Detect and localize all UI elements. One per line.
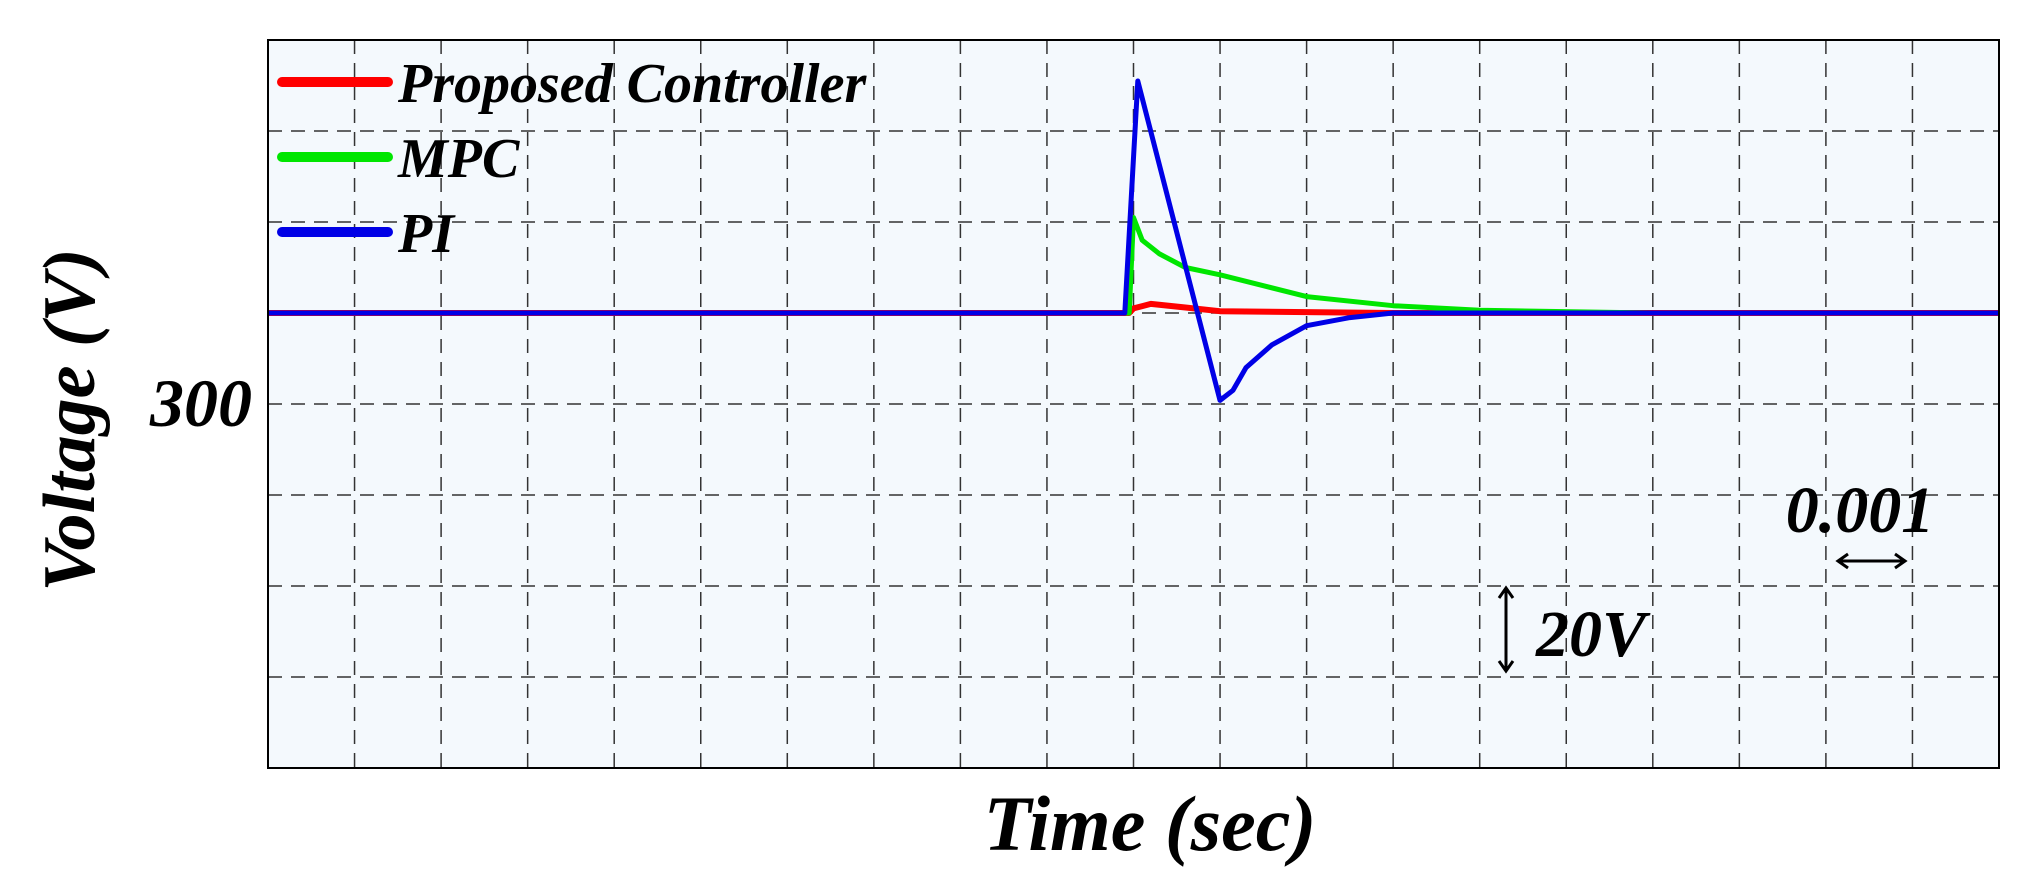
legend: Proposed Controller MPC PI [277,53,867,265]
time-scale-annotation: 0.001 [1786,474,1935,570]
series-line-mpc [268,215,1999,316]
legend-label: PI [397,203,456,265]
voltage-scale-arrow [1497,585,1515,674]
time-scale-arrow [1835,552,1908,570]
y-axis-label: Voltage (V) [29,248,111,591]
time-scale-label: 0.001 [1786,474,1935,547]
plot-frame [267,39,2000,769]
series-layer [268,78,1999,403]
x-axis-label: Time (sec) [984,780,1317,867]
voltage-scale-annotation: 20V [1497,585,1651,674]
voltage-scale-label: 20V [1535,598,1651,671]
legend-label: MPC [397,128,520,190]
series-line-pi [268,78,1999,403]
legend-label: Proposed Controller [397,53,867,115]
y-tick-label: 300 [149,365,252,441]
